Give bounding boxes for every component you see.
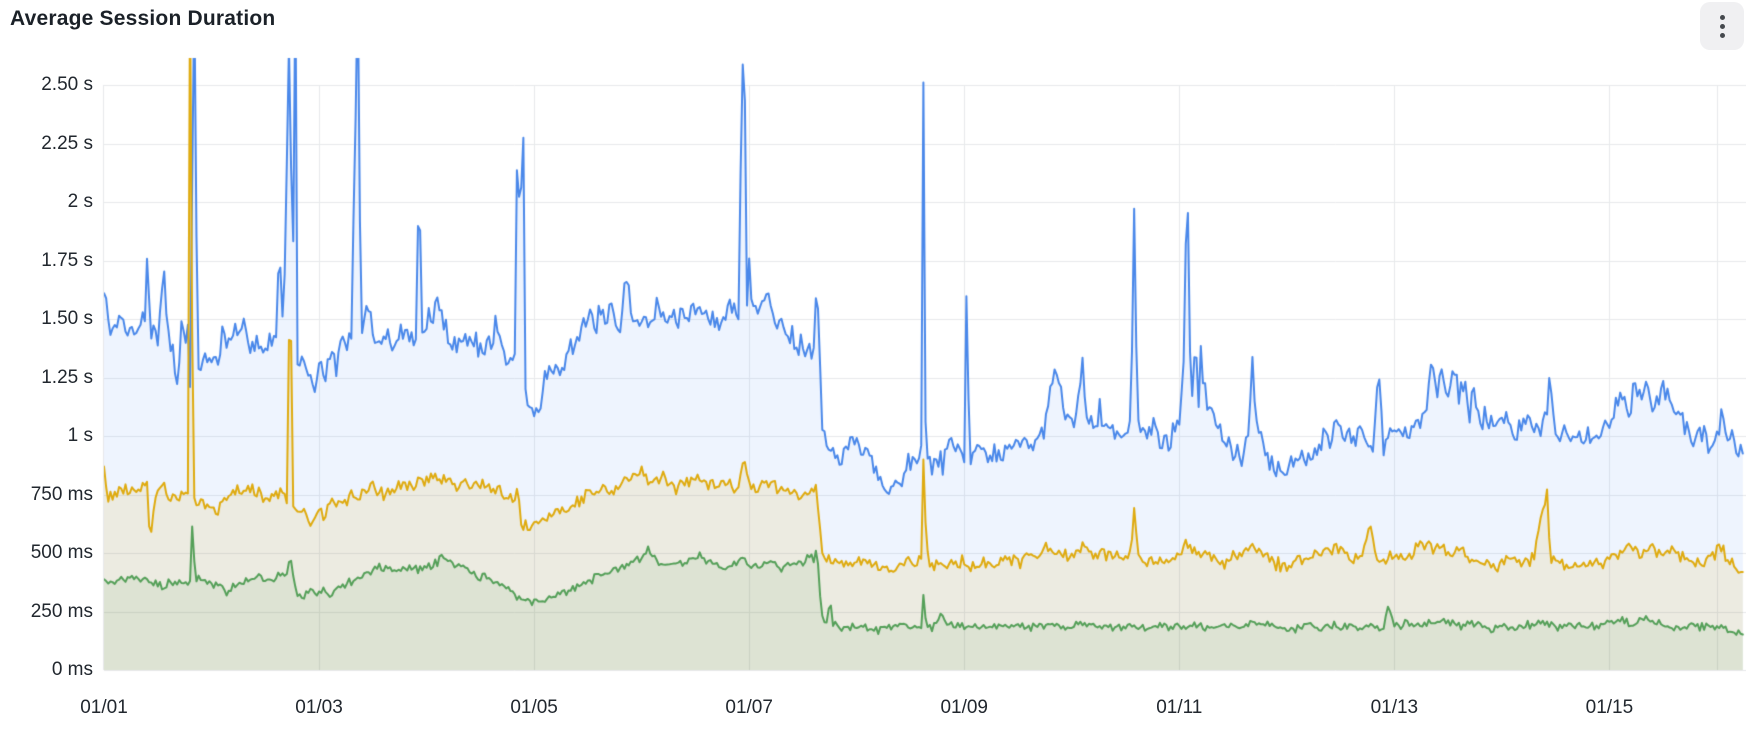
y-tick-label: 1.50 s — [41, 308, 93, 329]
kebab-menu-icon — [1719, 14, 1725, 38]
y-tick-label: 500 ms — [30, 542, 93, 563]
y-tick-label: 750 ms — [30, 483, 93, 505]
y-tick-label: 1.25 s — [41, 366, 93, 388]
y-tick-label: 2.25 s — [41, 132, 93, 154]
x-tick-label: 01/01 — [80, 697, 128, 718]
y-tick-label: 1.75 s — [41, 249, 93, 271]
y-tick-label: 1 s — [67, 425, 93, 446]
x-tick-label: 01/11 — [1156, 697, 1203, 718]
panel-header: Average Session Duration — [0, 0, 1746, 52]
y-tick-label: 2 s — [67, 191, 93, 212]
x-tick-label: 01/09 — [940, 697, 988, 718]
panel-title: Average Session Duration — [10, 7, 276, 30]
y-tick-label: 0 ms — [51, 659, 93, 680]
y-tick-label: 250 ms — [30, 600, 93, 622]
x-tick-label: 01/13 — [1370, 697, 1419, 718]
kebab-dot — [1719, 23, 1725, 29]
y-tick-label: 2.50 s — [41, 74, 93, 95]
x-tick-label: 01/05 — [510, 697, 558, 718]
x-tick-label: 01/07 — [725, 697, 773, 718]
x-tick-label: 01/03 — [295, 697, 343, 718]
x-tick-label: 01/15 — [1585, 697, 1634, 718]
kebab-menu-button[interactable] — [1700, 2, 1744, 50]
kebab-dot — [1719, 14, 1725, 20]
kebab-dot — [1719, 32, 1725, 38]
